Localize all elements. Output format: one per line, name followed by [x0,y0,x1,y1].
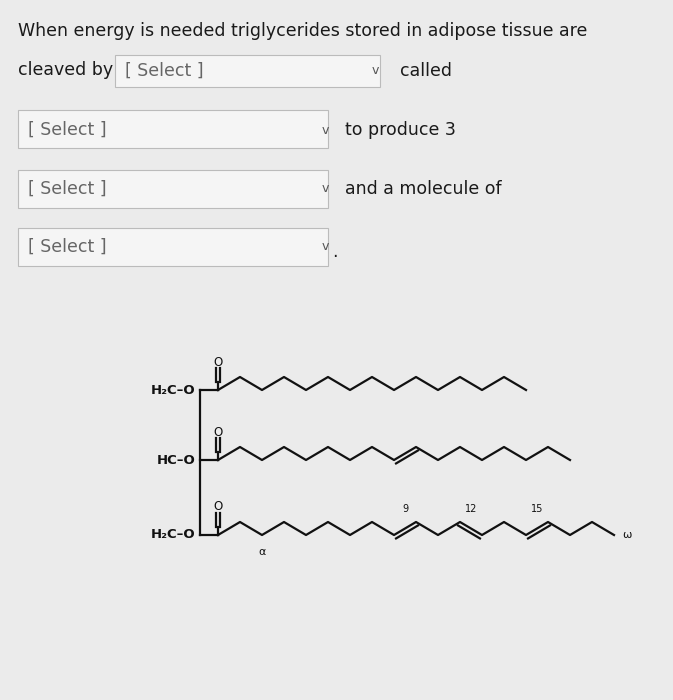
Text: cleaved by: cleaved by [18,61,113,79]
Text: v: v [321,241,328,253]
Text: [ Select ]: [ Select ] [125,62,204,80]
FancyBboxPatch shape [115,55,380,87]
Text: called: called [400,62,452,80]
Text: 15: 15 [531,504,543,514]
Text: [ Select ]: [ Select ] [28,121,106,139]
Text: HC–O: HC–O [156,454,195,466]
FancyBboxPatch shape [18,110,328,148]
Text: to produce 3: to produce 3 [345,121,456,139]
Text: v: v [371,64,379,78]
Text: [ Select ]: [ Select ] [28,238,106,256]
Text: α: α [258,547,266,557]
Text: [ Select ]: [ Select ] [28,180,106,198]
Text: O: O [213,426,223,438]
Text: and a molecule of: and a molecule of [345,180,501,198]
Text: 12: 12 [465,504,477,514]
Text: v: v [321,123,328,136]
Text: ω: ω [622,530,631,540]
Text: v: v [321,183,328,195]
Text: H₂C–O: H₂C–O [150,528,195,542]
FancyBboxPatch shape [18,228,328,266]
Text: O: O [213,500,223,514]
FancyBboxPatch shape [18,170,328,208]
Text: O: O [213,356,223,368]
Text: 9: 9 [402,504,408,514]
Text: .: . [332,243,337,261]
Text: H₂C–O: H₂C–O [150,384,195,396]
Text: When energy is needed triglycerides stored in adipose tissue are: When energy is needed triglycerides stor… [18,22,588,40]
